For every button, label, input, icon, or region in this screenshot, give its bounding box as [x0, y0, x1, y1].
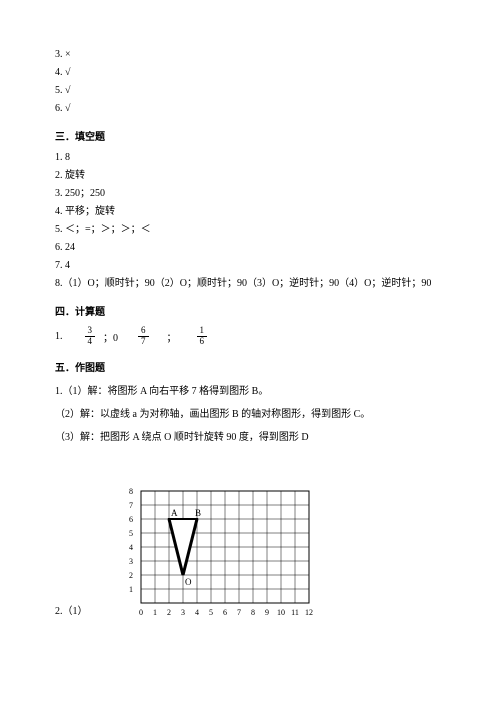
fill-6: 6. 24: [55, 241, 445, 255]
svg-text:3: 3: [129, 557, 133, 566]
svg-text:9: 9: [265, 608, 269, 617]
svg-text:4: 4: [195, 608, 199, 617]
svg-text:6: 6: [129, 515, 133, 524]
section3-title: 三．填空题: [55, 128, 445, 143]
section4-title: 四．计算题: [55, 303, 445, 318]
svg-text:12: 12: [305, 608, 313, 617]
tf-3: 3. ×: [55, 48, 445, 62]
fraction-1: 3 4: [85, 326, 96, 347]
tf-6: 6. √: [55, 102, 445, 116]
svg-text:7: 7: [129, 501, 133, 510]
svg-text:B: B: [195, 508, 201, 518]
sep-2: ；: [167, 329, 177, 344]
svg-text:O: O: [185, 577, 192, 587]
svg-text:2: 2: [167, 608, 171, 617]
svg-text:11: 11: [291, 608, 299, 617]
section5-title: 五．作图题: [55, 359, 445, 374]
chart-grid: 012345678910111212345678ABO: [105, 453, 445, 623]
calc-q1: 1. 3 4 ；0 6 7 ； 1 6: [55, 326, 445, 347]
fraction-3: 1 6: [197, 326, 208, 347]
fraction-2: 6 7: [138, 326, 149, 347]
fill-7: 7. 4: [55, 259, 445, 273]
tf-5: 5. √: [55, 84, 445, 98]
svg-text:1: 1: [129, 585, 133, 594]
fill-1: 1. 8: [55, 151, 445, 165]
svg-text:8: 8: [129, 487, 133, 496]
svg-text:A: A: [171, 508, 178, 518]
svg-text:0: 0: [139, 608, 143, 617]
solution-1: 1.（1）解：将图形 A 向右平移 7 格得到图形 B。: [55, 382, 445, 397]
solution-3: （3）解：把图形 A 绕点 O 顺时针旋转 90 度，得到图形 D: [55, 428, 445, 443]
fill-answers: 1. 8 2. 旋转 3. 250；250 4. 平移；旋转 5. ＜；=；＞；…: [55, 151, 445, 291]
solution-2: （2）解：以虚线 a 为对称轴，画出图形 B 的轴对称图形，得到图形 C。: [55, 405, 445, 420]
svg-text:3: 3: [181, 608, 185, 617]
svg-text:1: 1: [153, 608, 157, 617]
fill-4: 4. 平移；旋转: [55, 205, 445, 219]
svg-text:2: 2: [129, 571, 133, 580]
fill-3: 3. 250；250: [55, 187, 445, 201]
svg-text:10: 10: [277, 608, 285, 617]
fill-8: 8.（1）O；顺时针；90（2）O；顺时针；90（3）O；逆时针；90（4）O；…: [55, 277, 445, 291]
svg-text:8: 8: [251, 608, 255, 617]
calc-q1-label: 1.: [55, 331, 63, 342]
fill-5: 5. ＜；=；＞；＞；＜: [55, 223, 445, 237]
svg-text:5: 5: [129, 529, 133, 538]
svg-text:4: 4: [129, 543, 133, 552]
svg-text:6: 6: [223, 608, 227, 617]
svg-text:5: 5: [209, 608, 213, 617]
tf-answers: 3. × 4. √ 5. √ 6. √: [55, 48, 445, 116]
q2-1: 2.（1）: [55, 605, 445, 619]
svg-text:7: 7: [237, 608, 241, 617]
tf-4: 4. √: [55, 66, 445, 80]
sep-1: ；0: [103, 329, 118, 344]
fill-2: 2. 旋转: [55, 169, 445, 183]
